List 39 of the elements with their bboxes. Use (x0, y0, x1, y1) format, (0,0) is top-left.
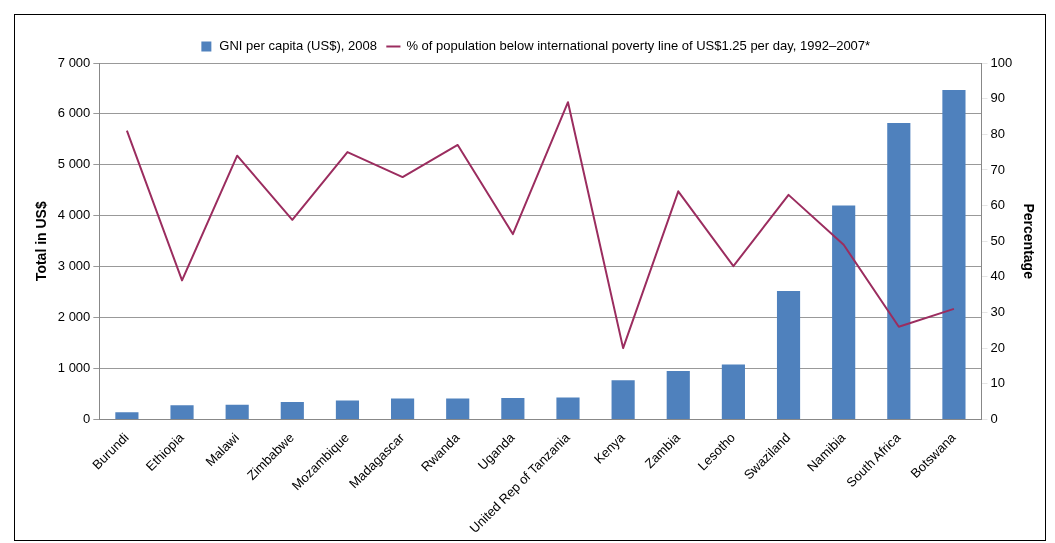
y2-axis-title: Percentage (1020, 203, 1037, 280)
bar (832, 205, 856, 419)
bar (776, 291, 801, 419)
bar (335, 400, 360, 419)
legend-label: GNI per capita (US$), 2008 (219, 38, 377, 54)
bar (391, 398, 415, 419)
bar (115, 412, 139, 419)
bar (887, 123, 911, 419)
y-tick-label: 6 000 (57, 105, 91, 121)
y-tick-label: 4 000 (57, 207, 91, 223)
bar (942, 89, 966, 419)
y2-tick-label: 90 (990, 90, 1005, 106)
bar (611, 380, 635, 419)
y2-tick-label: 50 (990, 232, 1005, 248)
y2-tick-label: 60 (990, 197, 1005, 213)
y-tick-label: 5 000 (57, 156, 91, 172)
bar (446, 398, 470, 419)
bar (225, 404, 249, 419)
bar (666, 371, 690, 419)
bar (170, 405, 194, 419)
bar (501, 398, 525, 419)
legend-label: % of population below international poverty line of US$1.25 per day, 1992–2007* (406, 38, 871, 54)
y2-tick-label: 10 (990, 375, 1005, 391)
bar (556, 397, 580, 419)
y-axis-title: Total in US$ (33, 201, 50, 282)
y-tick-label: 0 (83, 410, 91, 426)
y2-tick-label: 0 (990, 410, 998, 426)
y2-tick-label: 40 (990, 268, 1005, 284)
y-tick-label: 1 000 (57, 360, 91, 376)
y2-tick-label: 80 (990, 125, 1005, 141)
y-tick-label: 2 000 (57, 309, 91, 325)
y2-tick-label: 100 (990, 54, 1013, 70)
y2-tick-label: 30 (990, 304, 1005, 320)
y-tick-label: 3 000 (57, 258, 91, 274)
y-tick-label: 7 000 (57, 54, 91, 70)
bar (280, 402, 304, 419)
y2-tick-label: 70 (990, 161, 1005, 177)
y2-tick-label: 20 (990, 339, 1005, 355)
bar (721, 364, 745, 419)
